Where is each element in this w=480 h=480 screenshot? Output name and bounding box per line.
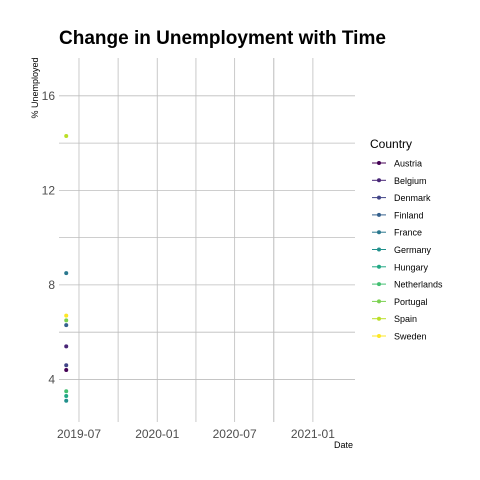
- legend-key-point: [377, 299, 381, 304]
- y-tick-label: 4: [48, 372, 55, 386]
- legend-label: Finland: [394, 210, 424, 220]
- data-point: [64, 271, 69, 276]
- legend-key-point: [377, 178, 381, 183]
- data-point: [64, 389, 69, 394]
- data-point: [64, 368, 69, 372]
- x-tick-label: 2020-07: [213, 427, 257, 441]
- legend-key-point: [377, 247, 381, 252]
- y-axis-title: % Unemployed: [30, 57, 40, 118]
- x-tick-label: 2020-01: [135, 427, 179, 441]
- data-point: [64, 344, 69, 349]
- legend-key-point: [377, 264, 381, 269]
- y-tick-label: 8: [48, 278, 55, 292]
- legend-key-point: [377, 212, 381, 217]
- x-tick-label: 2021-01: [291, 427, 335, 441]
- data-point: [64, 398, 69, 403]
- x-axis-title: Date: [334, 440, 353, 450]
- data-point: [64, 323, 69, 328]
- grid: [59, 58, 355, 422]
- legend-label: Hungary: [394, 262, 429, 272]
- legend-label: Austria: [394, 159, 422, 169]
- legend-key-point: [377, 230, 381, 235]
- data-point: [64, 134, 69, 138]
- legend-label: Belgium: [394, 176, 427, 186]
- data-point: [64, 394, 69, 398]
- data-point: [64, 318, 69, 323]
- legend: Country Austria Belgium Denmark Finland Fran…: [370, 137, 443, 342]
- x-axis-ticks: 2019-07 2020-01 2020-07 2021-01: [57, 427, 335, 441]
- legend-key-point: [377, 282, 381, 287]
- legend-label: Germany: [394, 245, 432, 255]
- x-tick-label: 2019-07: [57, 427, 101, 441]
- y-tick-label: 12: [42, 183, 56, 197]
- legend-label: Spain: [394, 314, 417, 324]
- legend-key-point: [377, 316, 381, 321]
- legend-items: Austria Belgium Denmark Finland France German…: [372, 159, 443, 342]
- legend-label: Denmark: [394, 193, 431, 203]
- data-point: [64, 363, 69, 368]
- data-points: [64, 134, 69, 403]
- y-axis-ticks: 4 8 12 16: [42, 89, 56, 387]
- legend-key-point: [377, 195, 381, 200]
- legend-label: Sweden: [394, 332, 427, 342]
- legend-label: France: [394, 228, 422, 238]
- legend-label: Portugal: [394, 297, 428, 307]
- legend-label: Netherlands: [394, 280, 443, 290]
- data-point: [64, 313, 69, 318]
- legend-key-point: [377, 334, 381, 338]
- y-tick-label: 16: [42, 89, 56, 103]
- legend-title: Country: [370, 137, 412, 151]
- chart-title: Change in Unemployment with Time: [59, 28, 386, 49]
- legend-key-point: [377, 161, 381, 165]
